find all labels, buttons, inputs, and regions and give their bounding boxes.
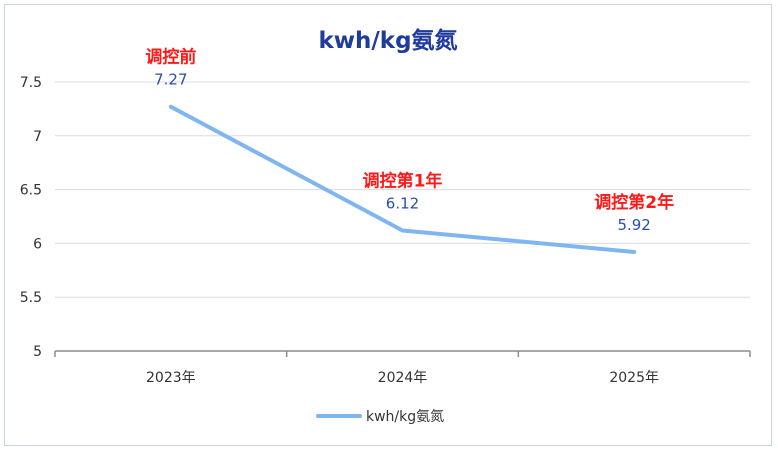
y-tick-label: 5: [33, 344, 42, 360]
x-tick-label: 2025年: [609, 370, 659, 386]
x-axis: 2023年 2024年 2025年: [54, 350, 751, 386]
data-label: 6.12: [386, 194, 419, 212]
x-tick-label: 2024年: [378, 370, 428, 386]
chart-title: kwh/kg氨氮: [318, 27, 457, 54]
data-labels: 7.27 6.12 5.92: [154, 71, 651, 234]
y-tick-label: 6.5: [20, 183, 42, 199]
series-lines: [168, 104, 637, 255]
x-tick-label: 2023年: [146, 370, 196, 386]
data-label: 7.27: [154, 71, 187, 89]
y-tick-label: 7: [33, 129, 42, 145]
y-axis-ticks: 5 5.5 6 6.5 7 7.5: [20, 75, 42, 360]
data-label: 5.92: [617, 216, 650, 234]
y-tick-label: 7.5: [20, 75, 42, 91]
gridlines: [55, 81, 750, 298]
legend: kwh/kg氨氮: [316, 409, 444, 425]
legend-label: kwh/kg氨氮: [366, 409, 444, 425]
series-line: [168, 104, 637, 255]
annotation-label: 调控第2年: [594, 192, 674, 213]
y-tick-label: 6: [33, 236, 42, 252]
annotation-label: 调控前: [145, 47, 196, 68]
annotation-label: 调控第1年: [363, 170, 443, 191]
y-tick-label: 5.5: [20, 290, 42, 306]
